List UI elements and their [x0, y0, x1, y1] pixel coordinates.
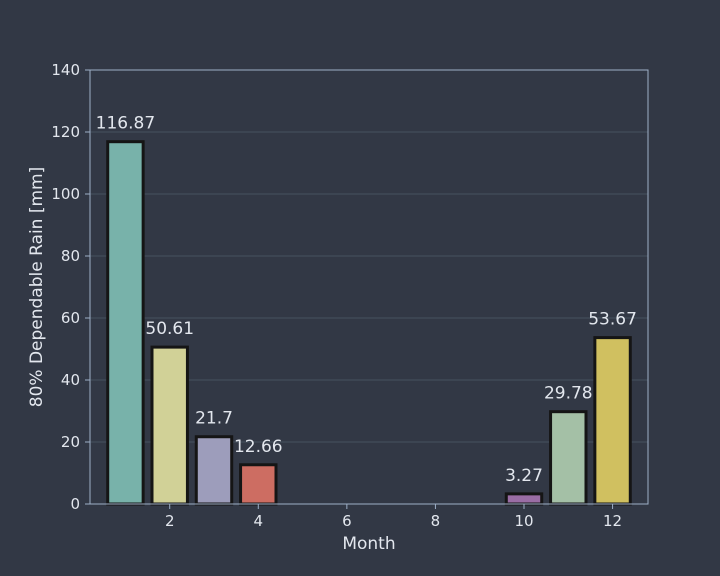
axes-frame	[89, 69, 649, 505]
bar-month-1	[106, 140, 145, 506]
data-label: 3.27	[505, 466, 543, 486]
data-label: 29.78	[544, 384, 593, 404]
y-axis-ticks: 0 20 40 60 80 100 120 140	[51, 61, 90, 513]
x-axis-ticks: 2 4 6 8 10 12	[165, 504, 622, 530]
x-tick-label: 4	[254, 512, 264, 530]
bar-month-3	[194, 435, 234, 506]
bar-month-11	[549, 410, 588, 506]
y-axis-label: 80% Dependable Rain [mm]	[27, 167, 47, 408]
x-tick-label: 2	[165, 512, 175, 530]
x-tick-label: 12	[603, 512, 622, 530]
data-label: 116.87	[96, 114, 155, 134]
y-tick-label: 120	[51, 123, 80, 141]
x-tick-label: 8	[431, 512, 441, 530]
bar-month-12	[593, 336, 632, 506]
y-tick-label: 60	[61, 309, 80, 327]
x-tick-label: 10	[514, 512, 533, 530]
x-tick-label: 6	[342, 512, 352, 530]
data-label: 50.61	[145, 319, 194, 339]
data-label: 53.67	[588, 310, 637, 330]
data-label: 12.66	[234, 437, 283, 457]
bar-month-2	[150, 345, 189, 506]
x-axis-label: Month	[342, 534, 395, 554]
y-tick-label: 80	[61, 247, 80, 265]
bar-month-4	[239, 463, 278, 506]
y-tick-label: 140	[51, 61, 80, 79]
y-tick-label: 40	[61, 371, 80, 389]
bar-month-10	[504, 492, 544, 506]
y-tick-label: 100	[51, 185, 80, 203]
y-tick-label: 20	[61, 433, 80, 451]
data-label: 21.7	[195, 409, 233, 429]
data-labels: 116.87 50.61 21.712.66 3.27 29.78 53.67	[96, 114, 637, 486]
y-tick-label: 0	[70, 495, 80, 513]
